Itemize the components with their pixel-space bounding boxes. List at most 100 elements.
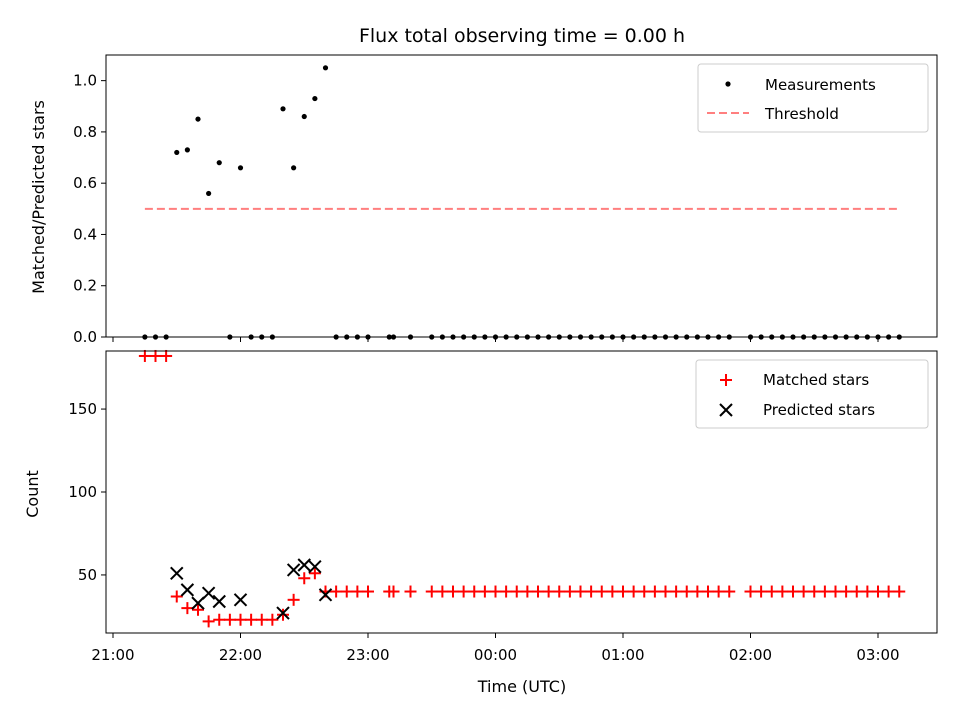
matched-star-point xyxy=(744,585,757,598)
chart-title: Flux total observing time = 0.00 h xyxy=(359,25,685,47)
x-tick-label: 22:00 xyxy=(219,646,262,664)
matched-star-point xyxy=(702,585,714,598)
legend-predicted-marker xyxy=(719,403,733,417)
top-y-tick-label: 0.4 xyxy=(73,225,97,243)
matched-star-point xyxy=(149,349,162,362)
predicted-star-point xyxy=(170,566,184,580)
predicted-star-point xyxy=(233,593,248,607)
measurement-point xyxy=(216,160,222,166)
matched-star-point xyxy=(861,585,874,598)
predicted-star-point xyxy=(201,586,216,600)
matched-star-point xyxy=(387,585,400,598)
legend-predicted-label: Predicted stars xyxy=(763,401,875,419)
matched-star-point xyxy=(489,585,502,598)
matched-star-point xyxy=(712,585,725,598)
measurement-point xyxy=(206,190,212,197)
matched-star-point xyxy=(755,585,768,598)
top-legend: Measurements Threshold xyxy=(697,63,929,133)
top-y-ticks: 0.0 0.2 0.4 0.6 0.8 1.0 xyxy=(73,72,106,346)
matched-star-point xyxy=(362,585,374,598)
matched-star-point xyxy=(691,585,704,598)
matched-star-point xyxy=(532,585,544,598)
matched-star-point xyxy=(436,585,449,598)
matched-star-point xyxy=(468,585,481,598)
matched-star-point xyxy=(585,585,598,598)
top-y-tick-label: 0.0 xyxy=(73,328,97,346)
matched-star-point xyxy=(574,585,587,598)
matched-star-point xyxy=(425,585,438,598)
top-y-tick-label: 0.8 xyxy=(73,123,97,141)
matched-star-point xyxy=(829,585,842,598)
x-tick-label: 02:00 xyxy=(729,646,772,664)
flux-ratio-panel: Flux total observing time = 0.00 h Match… xyxy=(29,25,938,346)
matched-star-point xyxy=(234,613,247,626)
matched-star-point xyxy=(223,613,236,626)
matched-star-point xyxy=(255,613,268,626)
matched-star-point xyxy=(447,585,459,598)
matched-star-point xyxy=(160,349,173,362)
matched-star-point xyxy=(181,602,194,615)
matched-star-point xyxy=(648,585,661,598)
bottom-axes-frame xyxy=(105,350,938,634)
top-y-axis-label: Matched/Predicted stars xyxy=(29,100,48,294)
measurement-point xyxy=(322,65,329,71)
matched-star-point xyxy=(787,585,799,598)
x-tick-label: 00:00 xyxy=(474,646,517,664)
matched-star-point xyxy=(213,613,226,626)
matched-star-point xyxy=(563,585,576,598)
matched-star-point xyxy=(723,585,736,598)
measurement-point xyxy=(280,106,286,112)
matched-star-point xyxy=(595,585,608,598)
matched-star-point xyxy=(340,585,353,598)
matched-star-point xyxy=(351,585,364,598)
matched-star-point xyxy=(638,585,651,598)
matched-star-point xyxy=(765,585,778,598)
matched-star-point xyxy=(277,608,289,621)
top-plot-area xyxy=(142,65,902,340)
measurement-point xyxy=(312,95,318,102)
matched-star-point xyxy=(287,593,300,606)
predicted-star-point xyxy=(318,588,333,602)
legend-frame xyxy=(695,359,929,429)
predicted-star-point xyxy=(212,594,226,609)
measurement-point xyxy=(174,149,180,156)
legend-measurements-label: Measurements xyxy=(765,76,876,94)
matched-star-point xyxy=(478,585,491,598)
matched-star-point xyxy=(553,585,566,598)
predicted-star-point xyxy=(286,563,301,577)
matched-star-point xyxy=(627,585,640,598)
x-tick-label: 23:00 xyxy=(346,646,389,664)
matched-star-point xyxy=(521,585,534,598)
matched-star-point xyxy=(192,603,204,616)
matched-star-point xyxy=(404,585,417,598)
matched-star-point xyxy=(330,585,343,598)
matched-star-point xyxy=(659,585,672,598)
bottom-y-tick-label: 50 xyxy=(78,566,97,584)
legend-matched-label: Matched stars xyxy=(763,371,869,389)
star-count-panel: Count Time (UTC) 50 100 150 21:00 22:00 23:0… xyxy=(23,349,938,696)
matched-star-point xyxy=(170,590,183,603)
matched-star-point xyxy=(500,585,513,598)
matched-star-point xyxy=(670,585,683,598)
matched-star-point xyxy=(138,349,151,362)
predicted-star-point xyxy=(308,559,322,574)
matched-star-point xyxy=(850,585,863,598)
matched-star-point xyxy=(542,585,555,598)
matched-star-point xyxy=(308,567,321,580)
predicted-star-point xyxy=(180,583,195,597)
predicted-star-point xyxy=(276,606,290,620)
matched-star-point xyxy=(606,585,619,598)
bottom-plot-area xyxy=(138,349,906,628)
bottom-y-tick-label: 150 xyxy=(68,400,97,418)
matched-star-point xyxy=(818,585,831,598)
legend-frame xyxy=(697,63,929,133)
x-tick-label: 21:00 xyxy=(91,646,134,664)
matched-star-point xyxy=(266,613,279,626)
matched-star-point xyxy=(893,585,906,598)
legend-measurements-marker xyxy=(725,81,731,87)
predicted-star-point xyxy=(297,558,311,572)
matched-star-point xyxy=(840,585,853,598)
matched-star-point xyxy=(298,572,311,585)
matched-star-point xyxy=(617,585,629,598)
